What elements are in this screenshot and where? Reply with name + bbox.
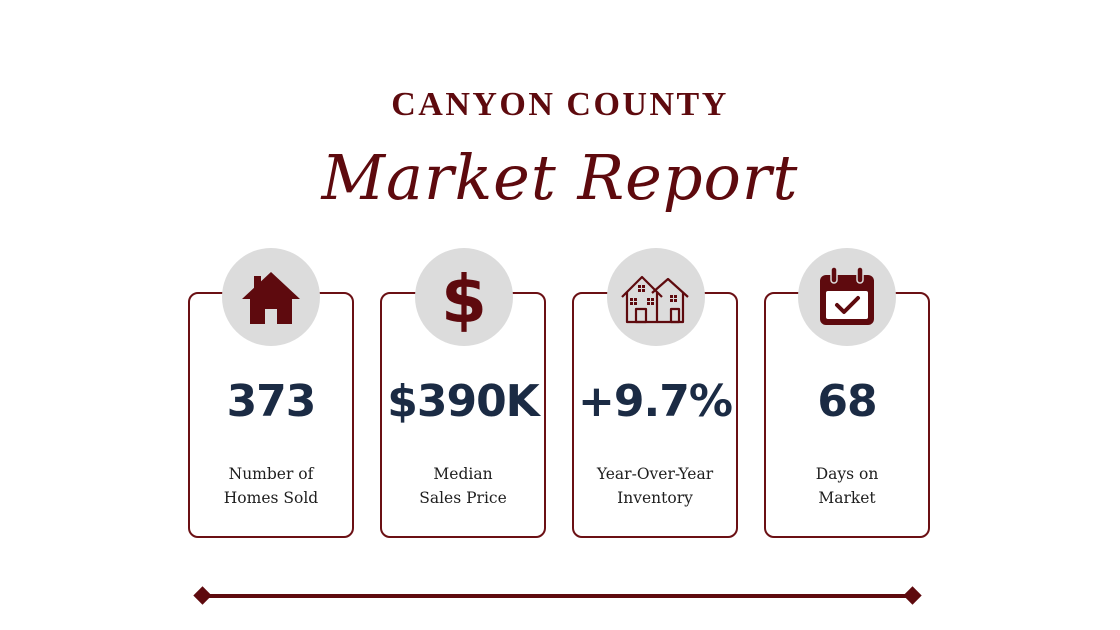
label-line: Sales Price bbox=[419, 489, 507, 507]
stat-label-homes-sold: Number of Homes Sold bbox=[188, 462, 354, 510]
divider-diamond-right bbox=[903, 586, 922, 605]
icon-circle bbox=[798, 248, 896, 346]
divider-diamond-left bbox=[193, 586, 212, 605]
label-line: Median bbox=[433, 465, 493, 483]
label-line: Year-Over-Year bbox=[596, 465, 714, 483]
stat-label-days-on-market: Days on Market bbox=[764, 462, 930, 510]
calendar-check-icon bbox=[820, 266, 874, 325]
label-line: Number of bbox=[228, 465, 314, 483]
stat-label-median-price: Median Sales Price bbox=[380, 462, 546, 510]
stat-value-days-on-market: 68 bbox=[817, 376, 877, 427]
label-line: Market bbox=[818, 489, 876, 507]
house-icon bbox=[242, 272, 300, 324]
stat-value-inventory: +9.7% bbox=[578, 376, 733, 427]
label-line: Days on bbox=[815, 465, 879, 483]
report-subtitle: Market Report bbox=[321, 141, 799, 214]
report-title: CANYON COUNTY bbox=[391, 86, 729, 123]
stat-value-homes-sold: 373 bbox=[226, 376, 317, 427]
bottom-divider-line bbox=[202, 594, 912, 598]
stat-value-median-price: $390K bbox=[387, 376, 540, 427]
dollar-sign-icon: $ bbox=[441, 262, 487, 332]
houses-icon bbox=[621, 275, 689, 324]
label-line: Inventory bbox=[617, 489, 693, 507]
stat-label-inventory: Year-Over-Year Inventory bbox=[572, 462, 738, 510]
icon-circle bbox=[222, 248, 320, 346]
label-line: Homes Sold bbox=[223, 489, 319, 507]
svg-text:$: $ bbox=[441, 262, 487, 332]
icon-circle: $ bbox=[415, 248, 513, 346]
icon-circle bbox=[607, 248, 705, 346]
